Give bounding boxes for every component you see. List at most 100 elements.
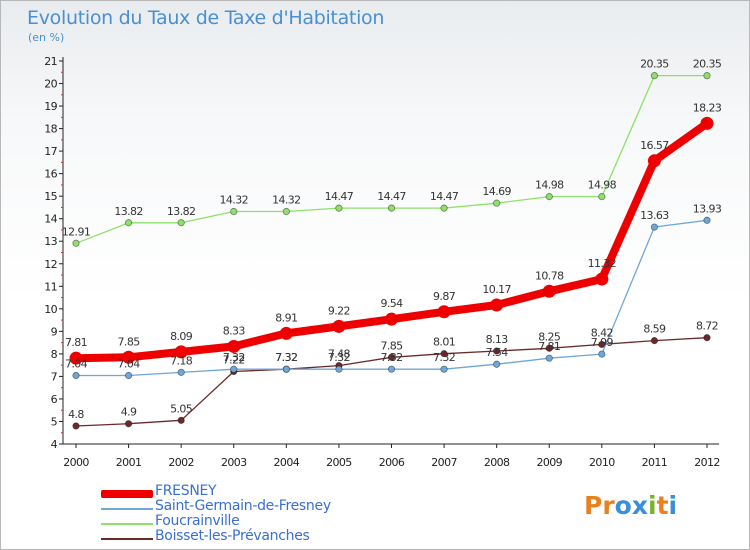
data-point-boisset-les-pr-vanches (177, 416, 185, 424)
data-point-saint-germain-de-fresney (387, 365, 396, 373)
y-tick-label: 17 (44, 145, 57, 158)
data-point-foucrainville (230, 207, 238, 216)
data-label-saint-germain-de-fresney: 7.32 (380, 351, 402, 364)
data-label-saint-germain-de-fresney: 7.32 (223, 351, 245, 364)
data-point-foucrainville (650, 72, 659, 80)
data-point-fresney (227, 339, 241, 353)
data-label-fresney: 7.81 (65, 336, 87, 349)
data-point-boisset-les-pr-vanches (72, 422, 80, 430)
x-tick-label: 2009 (536, 456, 562, 469)
y-tick-label: 21 (44, 55, 57, 68)
data-label-fresney: 10.17 (482, 283, 511, 296)
legend-label-saint-germain: Saint-Germain-de-Fresney (155, 498, 331, 514)
data-label-boisset-les-pr-vanches: 5.05 (170, 402, 193, 415)
legend-item-boisset: Boisset-les-Prévanches (101, 528, 361, 547)
data-point-saint-germain-de-fresney (335, 365, 343, 373)
y-tick-label: 15 (44, 190, 57, 203)
data-point-fresney (595, 272, 609, 286)
data-point-foucrainville (440, 204, 448, 212)
y-tick-label: 19 (44, 100, 57, 113)
logo-letter: x (631, 491, 648, 520)
data-point-foucrainville (387, 204, 396, 212)
data-point-fresney (542, 284, 556, 298)
data-label-boisset-les-pr-vanches: 8.42 (591, 326, 613, 339)
data-label-foucrainville: 14.47 (430, 190, 459, 203)
data-point-fresney (174, 345, 188, 359)
data-label-boisset-les-pr-vanches: 7.85 (380, 339, 403, 352)
y-tick-label: 13 (44, 235, 57, 248)
legend-swatch-fresney (101, 490, 153, 498)
unit-label: (en %) (28, 31, 65, 44)
data-label-saint-germain-de-fresney: 7.18 (170, 354, 193, 367)
data-point-fresney (385, 312, 398, 326)
data-point-fresney (122, 350, 136, 364)
data-label-foucrainville: 14.32 (272, 193, 301, 206)
data-label-saint-germain-de-fresney: 7.32 (328, 351, 350, 364)
data-label-fresney: 9.87 (433, 290, 456, 303)
y-tick-label: 12 (44, 258, 57, 271)
x-tick-label: 2004 (274, 456, 300, 469)
data-label-foucrainville: 14.69 (482, 185, 511, 198)
data-label-boisset-les-pr-vanches: 8.25 (538, 330, 561, 343)
data-point-foucrainville (703, 72, 711, 80)
data-label-saint-germain-de-fresney: 7.04 (118, 358, 141, 371)
y-tick-label: 20 (44, 78, 57, 91)
data-label-foucrainville: 14.47 (325, 190, 354, 203)
legend-label-fresney: FRESNEY (155, 483, 217, 499)
legend-swatch-boisset (101, 538, 153, 540)
data-point-saint-germain-de-fresney (493, 360, 501, 368)
y-tick-label: 16 (44, 168, 57, 181)
data-point-fresney (279, 326, 293, 340)
y-tick-label: 6 (51, 393, 58, 406)
data-label-fresney: 9.54 (380, 297, 403, 310)
proxiti-logo: Proxiti (584, 491, 677, 520)
logo-letter: P (584, 491, 603, 520)
logo-letter: t (656, 491, 669, 520)
x-tick-label: 2006 (379, 456, 405, 469)
data-point-foucrainville (335, 204, 343, 212)
data-label-foucrainville: 14.47 (377, 190, 406, 203)
data-label-foucrainville: 14.98 (535, 179, 564, 192)
data-point-foucrainville (282, 207, 290, 216)
data-label-boisset-les-pr-vanches: 8.72 (696, 320, 718, 333)
x-tick-label: 2005 (326, 456, 352, 469)
y-tick-label: 14 (44, 213, 57, 226)
y-tick-label: 10 (44, 303, 57, 316)
data-point-boisset-les-pr-vanches (650, 336, 659, 345)
data-label-foucrainville: 13.82 (167, 205, 196, 218)
data-point-fresney (647, 154, 661, 168)
data-label-boisset-les-pr-vanches: 8.59 (643, 323, 666, 336)
data-label-saint-germain-de-fresney: 13.93 (693, 202, 722, 215)
data-label-fresney: 8.33 (223, 324, 246, 337)
series-line-foucrainville (75, 74, 708, 244)
data-label-saint-germain-de-fresney: 7.54 (486, 346, 509, 359)
data-label-fresney: 8.91 (275, 311, 297, 324)
data-point-fresney (490, 298, 504, 312)
data-point-boisset-les-pr-vanches (387, 353, 396, 361)
x-tick-label: 2012 (694, 456, 720, 469)
data-point-fresney (437, 305, 451, 319)
y-tick-label: 7 (51, 370, 58, 383)
x-tick-label: 2008 (484, 456, 510, 469)
data-label-boisset-les-pr-vanches: 4.8 (68, 408, 84, 421)
data-point-saint-germain-de-fresney (282, 365, 290, 373)
data-point-saint-germain-de-fresney (177, 368, 185, 376)
data-point-boisset-les-pr-vanches (124, 420, 133, 428)
data-point-boisset-les-pr-vanches (493, 347, 501, 355)
data-label-foucrainville: 14.98 (588, 179, 617, 192)
data-point-foucrainville (598, 193, 606, 201)
x-tick-label: 2010 (589, 456, 615, 469)
x-tick-label: 2007 (431, 456, 457, 469)
data-label-boisset-les-pr-vanches: 7.48 (328, 348, 351, 361)
data-point-saint-germain-de-fresney (72, 371, 80, 380)
y-tick-label: 5 (51, 415, 58, 428)
data-point-saint-germain-de-fresney (650, 223, 659, 231)
data-point-saint-germain-de-fresney (230, 365, 238, 373)
data-label-fresney: 10.78 (535, 269, 564, 282)
legend-label-foucrainville: Foucrainville (155, 513, 240, 529)
data-label-foucrainville: 13.82 (114, 205, 143, 218)
data-label-boisset-les-pr-vanches: 7.32 (275, 351, 297, 364)
logo-letter: o (614, 491, 632, 520)
y-tick-label: 8 (51, 348, 58, 361)
